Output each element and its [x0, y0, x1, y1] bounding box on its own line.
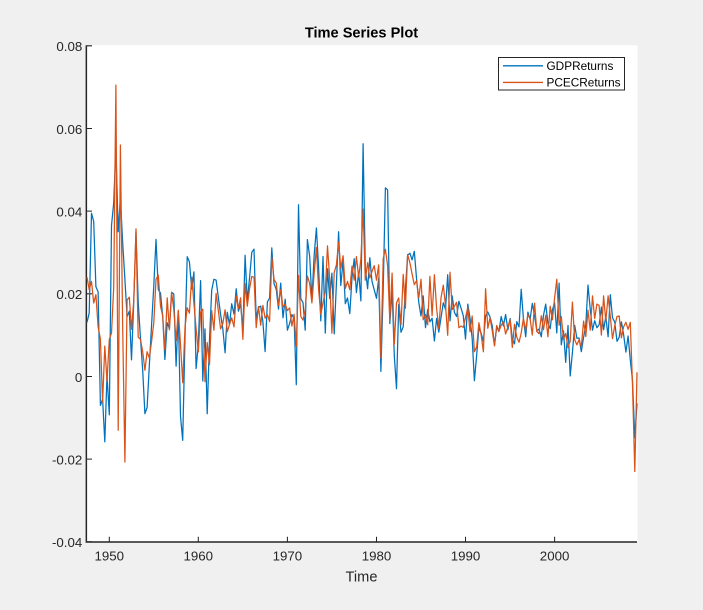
svg-text:0: 0 — [75, 370, 82, 385]
svg-text:1950: 1950 — [95, 549, 125, 564]
svg-text:1990: 1990 — [451, 549, 481, 564]
svg-text:0.06: 0.06 — [56, 122, 82, 137]
svg-text:2000: 2000 — [540, 549, 570, 564]
svg-text:0.02: 0.02 — [56, 287, 82, 302]
svg-text:0.08: 0.08 — [56, 39, 82, 54]
svg-text:Time: Time — [346, 570, 378, 586]
svg-text:-0.04: -0.04 — [52, 535, 82, 550]
svg-text:PCECReturns: PCECReturns — [547, 76, 621, 90]
svg-text:-0.02: -0.02 — [52, 453, 82, 468]
svg-text:Time Series Plot: Time Series Plot — [305, 26, 418, 42]
svg-text:1970: 1970 — [273, 549, 303, 564]
svg-text:1980: 1980 — [362, 549, 392, 564]
svg-text:0.04: 0.04 — [56, 205, 82, 220]
svg-text:GDPReturns: GDPReturns — [547, 59, 614, 73]
svg-text:1960: 1960 — [184, 549, 214, 564]
